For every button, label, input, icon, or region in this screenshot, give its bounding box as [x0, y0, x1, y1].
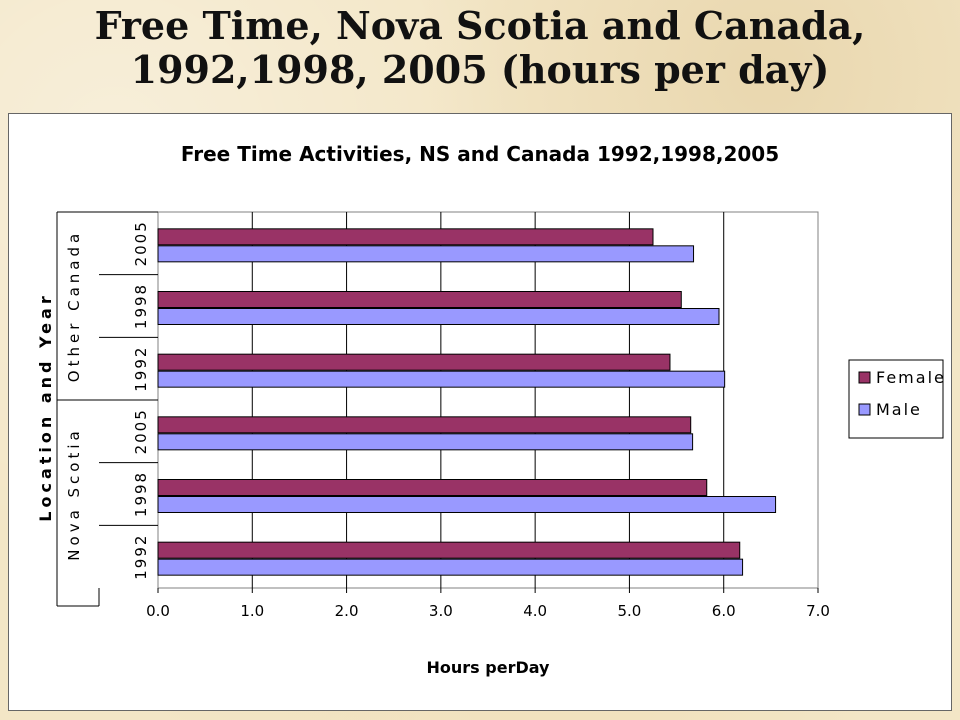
bar-female	[157, 479, 708, 496]
x-tick-label: 0.0	[146, 602, 170, 620]
y-category-label: 1998	[132, 283, 150, 329]
bar-female	[157, 228, 654, 246]
y-axis-categories: 1992 1998 2005 1992 1998 2005	[99, 211, 158, 580]
bar-female	[157, 541, 741, 559]
legend: Female Male	[848, 359, 946, 439]
bar-chart: Free Time Activities, NS and Canada 1992…	[36, 142, 946, 677]
slide-title-line1: Free Time, Nova Scotia and Canada,	[94, 3, 866, 48]
y-axis-label: Location and Year	[36, 292, 55, 521]
x-tick-label: 7.0	[806, 602, 830, 620]
y-group-label: Other Canada	[65, 230, 83, 382]
bar-male	[157, 370, 726, 388]
y-category-label: 1992	[132, 346, 150, 392]
x-tick-label: 1.0	[240, 602, 264, 620]
legend-label-male: Male	[876, 400, 922, 419]
bar-male	[157, 308, 720, 325]
x-tick-label: 5.0	[617, 602, 641, 620]
x-axis-label: Hours perDay	[427, 658, 551, 677]
bar-female	[157, 353, 671, 371]
x-tick-label: 3.0	[429, 602, 453, 620]
y-category-label: 1998	[132, 471, 150, 517]
chart-title: Free Time Activities, NS and Canada 1992…	[181, 142, 779, 166]
bar-male	[157, 496, 777, 513]
y-category-label: 1992	[132, 534, 150, 580]
bars	[157, 228, 777, 576]
bar-male	[157, 433, 694, 451]
y-axis-groups: Nova Scotia Other Canada	[56, 211, 100, 607]
bar-female	[157, 416, 692, 434]
plot-area	[157, 211, 819, 589]
x-tick-label: 2.0	[335, 602, 359, 620]
chart-panel: Free Time Activities, NS and Canada 1992…	[8, 113, 952, 711]
x-tick-label: 4.0	[523, 602, 547, 620]
gridlines	[251, 212, 725, 588]
y-group-label: Nova Scotia	[65, 427, 83, 560]
legend-swatch-female	[858, 371, 871, 384]
legend-swatch-male	[858, 403, 871, 416]
slide-title: Free Time, Nova Scotia and Canada, 1992,…	[0, 4, 960, 92]
legend-label-female: Female	[876, 368, 946, 387]
slide-title-line2: 1992,1998, 2005 (hours per day)	[130, 47, 830, 92]
y-category-label: 2005	[132, 220, 150, 266]
bar-female	[157, 291, 682, 308]
bar-male	[157, 245, 695, 263]
x-axis-ticks: 0.0 1.0 2.0 3.0 4.0 5.0 6.0 7.0	[146, 588, 830, 620]
y-category-label: 2005	[132, 408, 150, 454]
bar-male	[157, 558, 744, 576]
x-tick-label: 6.0	[712, 602, 736, 620]
